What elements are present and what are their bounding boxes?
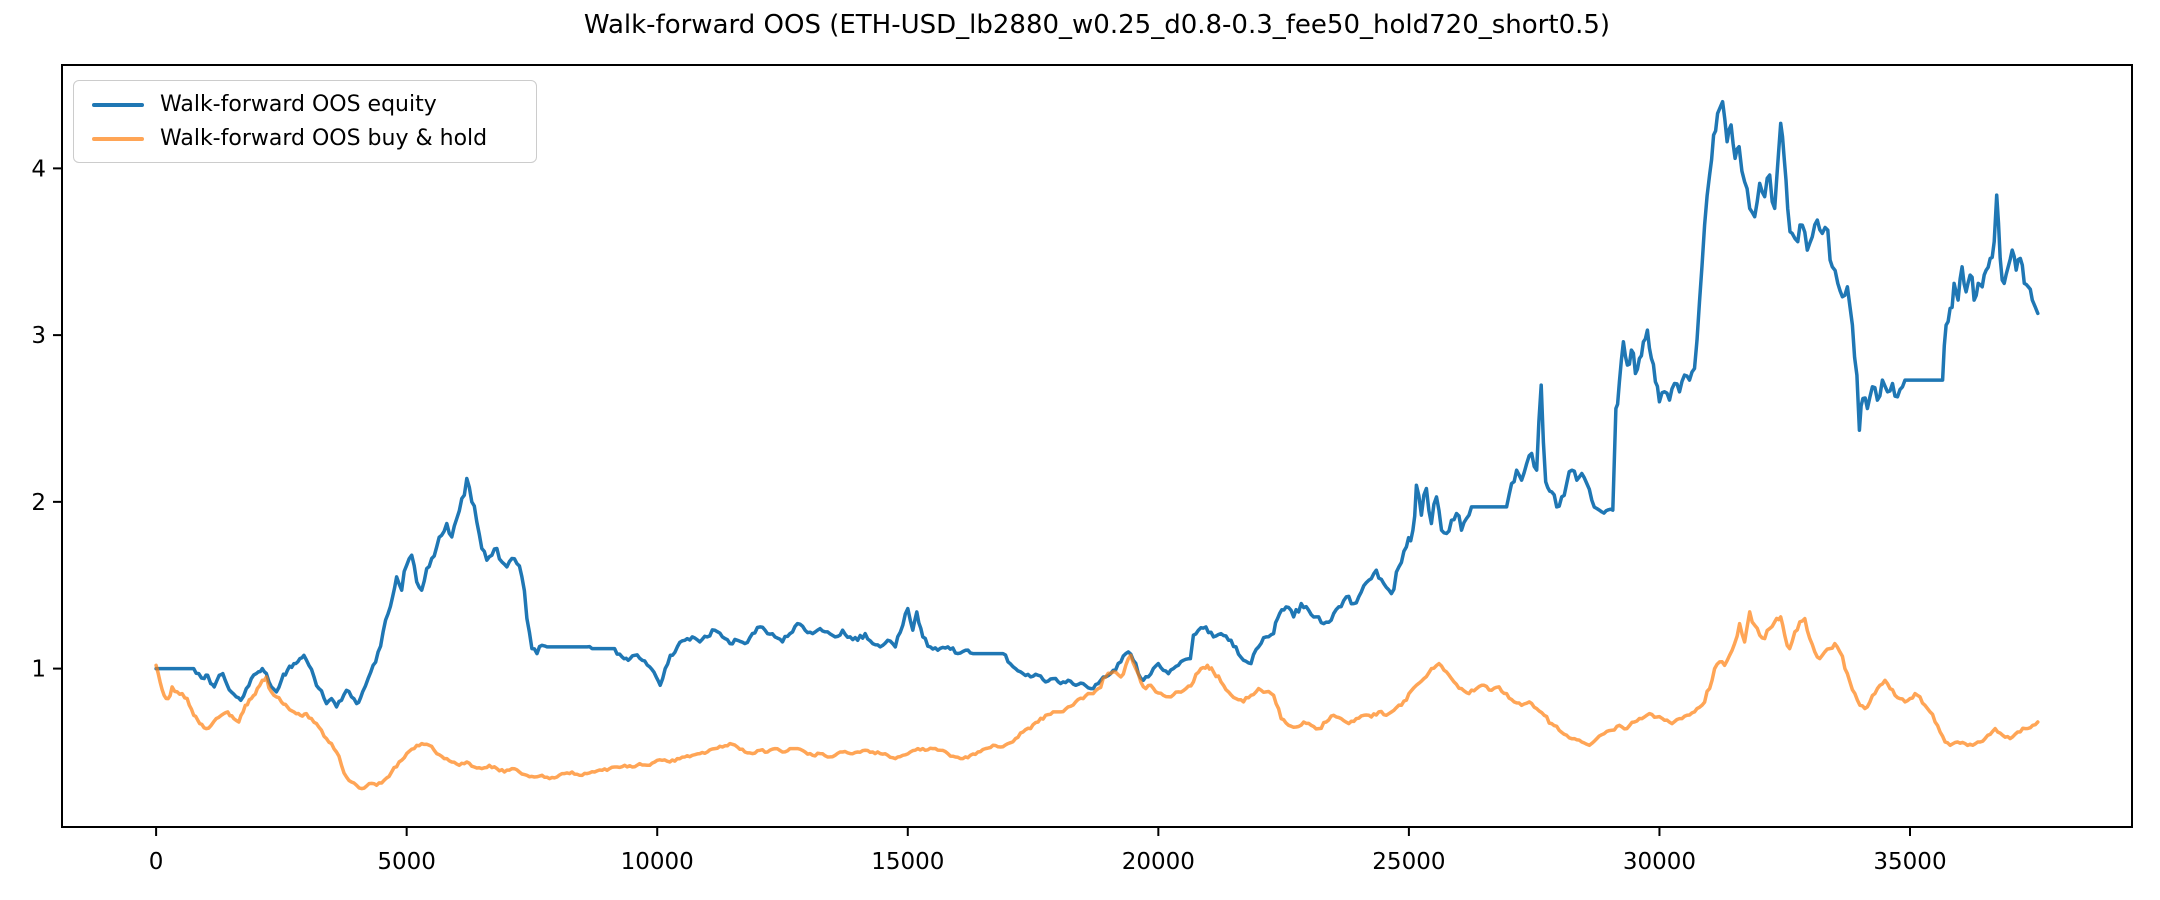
x-tick-label: 35000: [1873, 849, 1946, 875]
y-tick-label: 2: [31, 490, 46, 516]
buy-hold-line-swatch: [92, 136, 144, 141]
legend-item-buy-hold: Walk-forward OOS buy & hold: [86, 124, 524, 153]
x-tick-label: 30000: [1623, 849, 1696, 875]
equity-line-swatch: [92, 102, 144, 107]
y-tick-label: 3: [31, 323, 46, 349]
equity-line: [154, 99, 2040, 709]
x-tick-label: 15000: [871, 849, 944, 875]
x-tick-label: 20000: [1122, 849, 1195, 875]
legend: Walk-forward OOS equity Walk-forward OOS…: [73, 80, 537, 163]
y-tick-label: 4: [31, 156, 46, 182]
chart-title: Walk-forward OOS (ETH-USD_lb2880_w0.25_d…: [583, 10, 1611, 40]
x-tick-label: 10000: [621, 849, 694, 875]
axes-box: [61, 64, 2133, 828]
x-tick-label: 5000: [377, 849, 436, 875]
legend-label-buy-hold: Walk-forward OOS buy & hold: [160, 126, 488, 151]
y-tick-label: 1: [31, 657, 46, 683]
x-tick-label: 25000: [1372, 849, 1445, 875]
legend-item-equity: Walk-forward OOS equity: [86, 90, 524, 119]
x-tick-label: 0: [149, 849, 164, 875]
legend-label-equity: Walk-forward OOS equity: [160, 92, 437, 117]
buy-hold-line: [154, 610, 2040, 791]
